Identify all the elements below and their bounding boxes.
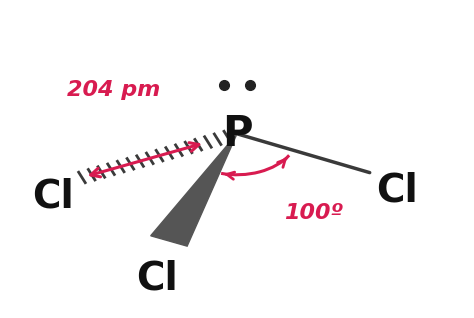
Polygon shape	[151, 134, 237, 246]
Text: Cl: Cl	[136, 260, 178, 298]
Text: 100º: 100º	[284, 203, 343, 223]
Text: 204 pm: 204 pm	[67, 80, 161, 100]
Text: Cl: Cl	[376, 171, 418, 210]
Text: P: P	[222, 113, 252, 155]
Text: Cl: Cl	[32, 178, 74, 216]
